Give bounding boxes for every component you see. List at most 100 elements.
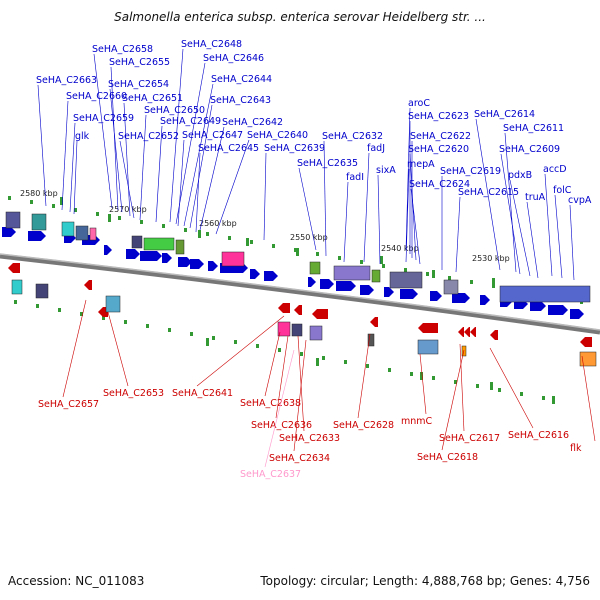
gene-label-bottom[interactable]: mnmC: [401, 416, 433, 427]
gene-label-top[interactable]: SeHA_C2614: [474, 109, 535, 120]
forward-gene-arrow[interactable]: [208, 261, 218, 271]
forward-gene-arrow[interactable]: [178, 257, 192, 267]
forward-gene-arrow[interactable]: [480, 295, 490, 305]
forward-gene-arrow[interactable]: [28, 231, 46, 241]
gene-label-top[interactable]: folC: [553, 185, 572, 196]
gene-label-top[interactable]: SeHA_C2655: [109, 57, 170, 68]
feature-box[interactable]: [175, 239, 185, 255]
forward-gene-arrow[interactable]: [400, 289, 418, 299]
gene-label-bottom[interactable]: SeHA_C2633: [279, 433, 340, 444]
feature-box[interactable]: [443, 279, 459, 295]
gene-label-top[interactable]: glk: [75, 131, 90, 142]
feature-box[interactable]: [371, 269, 381, 283]
feature-box[interactable]: [417, 339, 439, 355]
feature-box[interactable]: [5, 211, 21, 229]
forward-gene-arrow[interactable]: [360, 285, 374, 295]
reverse-gene-arrow[interactable]: [312, 309, 328, 319]
feature-box[interactable]: [367, 333, 375, 347]
gene-label-top[interactable]: SeHA_C2647: [182, 130, 243, 141]
gene-label-bottom[interactable]: SeHA_C2618: [417, 452, 478, 463]
feature-box[interactable]: [11, 279, 23, 295]
gene-label-top[interactable]: sixA: [376, 165, 396, 176]
gene-label-top[interactable]: SeHA_C2619: [440, 166, 501, 177]
forward-gene-arrow[interactable]: [126, 249, 140, 259]
gene-label-top[interactable]: pdxB: [508, 170, 532, 181]
gene-label-top[interactable]: cvpA: [568, 195, 592, 206]
feature-box[interactable]: [89, 227, 97, 241]
forward-gene-arrow[interactable]: [162, 253, 172, 263]
feature-box[interactable]: [35, 283, 49, 299]
gene-label-top[interactable]: aroC: [408, 98, 430, 109]
gene-label-top[interactable]: SeHA_C2652: [118, 131, 179, 142]
forward-gene-arrow[interactable]: [250, 269, 260, 279]
gene-label-top[interactable]: SeHA_C2663: [36, 75, 97, 86]
feature-box[interactable]: [131, 235, 143, 249]
reverse-gene-arrow[interactable]: [278, 303, 290, 313]
reverse-gene-arrow[interactable]: [464, 327, 470, 337]
gene-label-top[interactable]: SeHA_C2648: [181, 39, 242, 50]
gene-label-top[interactable]: SeHA_C2654: [108, 79, 169, 90]
forward-gene-arrow[interactable]: [190, 259, 204, 269]
gene-label-bottom[interactable]: SeHA_C2641: [172, 388, 233, 399]
feature-box[interactable]: [221, 251, 245, 267]
gene-label-top[interactable]: SeHA_C2650: [144, 105, 205, 116]
gene-label-top[interactable]: SeHA_C2651: [122, 93, 183, 104]
feature-box[interactable]: [31, 213, 47, 231]
gene-label-top[interactable]: SeHA_C2659: [73, 113, 134, 124]
reverse-gene-arrow[interactable]: [458, 327, 464, 337]
reverse-gene-arrow[interactable]: [98, 307, 108, 317]
feature-box[interactable]: [309, 261, 321, 275]
forward-gene-arrow[interactable]: [308, 277, 316, 287]
forward-gene-arrow[interactable]: [570, 309, 584, 319]
gene-label-top[interactable]: SeHA_C2609: [499, 144, 560, 155]
gene-label-top[interactable]: SeHA_C2646: [203, 53, 264, 64]
gene-label-top[interactable]: SeHA_C2640: [247, 130, 308, 141]
gene-label-top[interactable]: SeHA_C2623: [408, 111, 469, 122]
gene-label-top[interactable]: SeHA_C2644: [211, 74, 272, 85]
gene-label-bottom[interactable]: SeHA_C2653: [103, 388, 164, 399]
reverse-gene-arrow[interactable]: [470, 327, 476, 337]
gene-label-top[interactable]: mepA: [407, 159, 435, 170]
forward-gene-arrow[interactable]: [530, 301, 546, 311]
gene-label-bottom[interactable]: SeHA_C2634: [269, 453, 330, 464]
gene-label-bottom[interactable]: flk: [570, 443, 582, 454]
gene-label-top[interactable]: SeHA_C2632: [322, 131, 383, 142]
gene-label-top[interactable]: SeHA_C2639: [264, 143, 325, 154]
gene-label-top[interactable]: SeHA_C2658: [92, 44, 153, 55]
forward-gene-arrow[interactable]: [2, 227, 16, 237]
gene-label-bottom[interactable]: SeHA_C2637: [240, 469, 301, 480]
gene-label-bottom[interactable]: SeHA_C2657: [38, 399, 99, 410]
gene-label-bottom[interactable]: SeHA_C2616: [508, 430, 569, 441]
gene-label-top[interactable]: SeHA_C2635: [297, 158, 358, 169]
reverse-gene-arrow[interactable]: [294, 305, 302, 315]
forward-gene-arrow[interactable]: [104, 245, 112, 255]
feature-box[interactable]: [105, 295, 121, 313]
reverse-gene-arrow[interactable]: [580, 337, 592, 347]
gene-label-bottom[interactable]: SeHA_C2617: [439, 433, 500, 444]
reverse-gene-arrow[interactable]: [8, 263, 20, 273]
gene-label-top[interactable]: SeHA_C2660: [66, 91, 127, 102]
gene-label-bottom[interactable]: SeHA_C2628: [333, 420, 394, 431]
gene-label-top[interactable]: fadJ: [367, 143, 385, 154]
gene-label-top[interactable]: SeHA_C2622: [410, 131, 471, 142]
feature-box[interactable]: [389, 271, 423, 289]
feature-box[interactable]: [143, 237, 175, 251]
feature-box[interactable]: [277, 321, 291, 337]
feature-box[interactable]: [291, 323, 303, 337]
forward-gene-arrow[interactable]: [336, 281, 356, 291]
gene-label-top[interactable]: SeHA_C2645: [198, 143, 259, 154]
feature-box[interactable]: [309, 325, 323, 341]
gene-label-top[interactable]: SeHA_C2611: [503, 123, 564, 134]
gene-label-top[interactable]: SeHA_C2624: [409, 179, 470, 190]
feature-box[interactable]: [579, 351, 597, 367]
reverse-gene-arrow[interactable]: [418, 323, 438, 333]
forward-gene-arrow[interactable]: [140, 251, 162, 261]
feature-box[interactable]: [499, 285, 591, 303]
forward-gene-arrow[interactable]: [384, 287, 394, 297]
forward-gene-arrow[interactable]: [264, 271, 278, 281]
forward-gene-arrow[interactable]: [548, 305, 568, 315]
forward-gene-arrow[interactable]: [320, 279, 334, 289]
gene-label-top[interactable]: accD: [543, 164, 567, 175]
gene-label-top[interactable]: SeHA_C2615: [458, 187, 519, 198]
reverse-gene-arrow[interactable]: [84, 280, 92, 290]
